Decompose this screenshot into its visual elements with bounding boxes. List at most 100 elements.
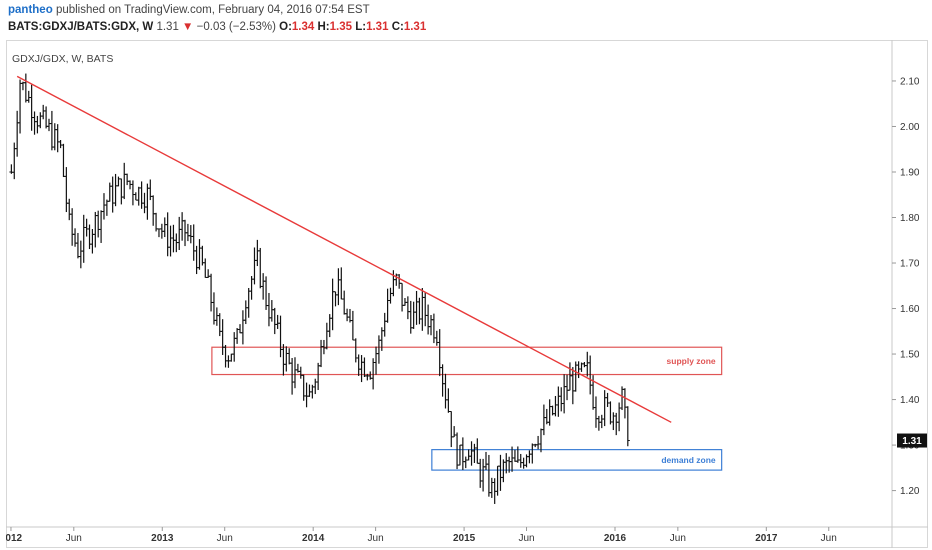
ohlc-bar [402, 298, 407, 306]
ohlc-bar [359, 355, 364, 383]
ohlc-bar [446, 388, 451, 413]
ohlc-bar [455, 432, 460, 470]
ohlc-bar [116, 176, 121, 187]
ohlc-bar [345, 308, 350, 322]
ohlc-bar [255, 239, 260, 267]
ohlc-bar [414, 290, 419, 325]
high-label: H: [317, 21, 330, 33]
y-tick-label: 1.70 [900, 259, 920, 270]
zones: supply zone demand zone [211, 346, 723, 471]
ohlc-bar [55, 124, 60, 153]
ohlc-bar [333, 291, 338, 307]
chart-header: pantheo published on TradingView.com, Fe… [0, 0, 932, 38]
ohlc-bar [281, 344, 286, 376]
ohlc-bar [376, 335, 381, 364]
ohlc-bar [272, 307, 277, 335]
ohlc-bar [527, 450, 532, 464]
ohlc-bar [426, 304, 431, 335]
last-price-tag-label: 1.31 [902, 436, 922, 447]
ohlc-bar [107, 182, 112, 202]
ohlc-bar [313, 378, 318, 395]
ohlc-bar [261, 273, 266, 300]
ohlc-bar [405, 296, 410, 320]
ohlc-bar [12, 142, 17, 180]
ohlc-bar [67, 198, 72, 221]
ohlc-bar [29, 84, 34, 131]
publisher-name[interactable]: pantheo [8, 4, 53, 16]
ohlc-bar [278, 315, 283, 358]
down-arrow-icon: ▼ [182, 21, 194, 33]
y-tick-label: 1.20 [900, 486, 920, 497]
ohlc-bar [15, 110, 20, 157]
ohlc-bar [46, 118, 51, 132]
ohlc-bar [101, 193, 106, 220]
ohlc-bar [330, 278, 335, 331]
x-tick-label: Jun [518, 533, 534, 544]
ohlc-bar [35, 115, 40, 134]
ohlc-bar [307, 384, 312, 397]
ohlc-bar [171, 224, 176, 253]
ohlc-bar [501, 459, 506, 483]
ohlc-bar [197, 239, 202, 270]
ohlc-bar [521, 457, 526, 469]
ohlc-bar [443, 373, 448, 409]
ohlc-bar [388, 287, 393, 304]
ohlc-bar [498, 454, 503, 491]
ohlc-bar [246, 287, 251, 318]
price-chart[interactable]: 2.102.001.901.801.701.601.501.401.301.20… [6, 40, 928, 548]
supply-zone-label: supply zone [667, 356, 716, 366]
ohlc-bar [339, 267, 344, 300]
ohlc-bar [536, 435, 541, 450]
ohlc-bar [194, 245, 199, 275]
ohlc-bar [209, 273, 214, 312]
ohlc-bar [18, 79, 23, 134]
ohlc-bar [400, 282, 405, 312]
open-value: 1.34 [291, 21, 315, 33]
ohlc-bar [23, 73, 28, 103]
ohlc-bar [264, 276, 269, 310]
ohlc-bar [608, 401, 613, 425]
ohlc-bar [374, 346, 379, 375]
price-bars [9, 73, 630, 504]
ohlc-bar [220, 319, 225, 355]
ohlc-bar [133, 192, 138, 201]
chart-frame[interactable]: 2.102.001.901.801.701.601.501.401.301.20… [6, 40, 928, 548]
trendline [16, 75, 672, 423]
ohlc-bar [457, 444, 462, 466]
ohlc-bar [327, 314, 332, 338]
ohlc-bar [26, 90, 31, 103]
ohlc-bar [573, 361, 578, 392]
y-tick-label: 2.00 [900, 122, 920, 133]
ohlc-bar [611, 412, 616, 431]
ohlc-bar [466, 449, 471, 461]
close-label: C: [391, 21, 404, 33]
x-tick-label: 2017 [755, 533, 778, 544]
last-price: 1.31 [156, 21, 179, 33]
close-value: 1.31 [403, 21, 427, 33]
ohlc-bar [122, 162, 127, 200]
annotations [16, 75, 672, 423]
ohlc-bar [484, 451, 489, 470]
ohlc-bar [44, 106, 49, 129]
ohlc-bar [562, 374, 567, 414]
ohlc-bar [110, 176, 115, 213]
x-tick-label: Jun [670, 533, 686, 544]
ohlc-bar [203, 258, 208, 278]
ohlc-bar [156, 228, 161, 238]
ohlc-bar [434, 330, 439, 346]
y-tick-label: 1.90 [900, 167, 920, 178]
ohlc-bar [104, 199, 109, 216]
ohlc-bar [510, 446, 515, 472]
y-tick-label: 1.40 [900, 395, 920, 406]
ohlc-bar [570, 367, 575, 405]
ohlc-bar [489, 477, 494, 498]
ohlc-bar [142, 192, 147, 214]
x-tick-label: 2014 [302, 533, 325, 544]
ohlc-bar [298, 366, 303, 379]
ohlc-bar [180, 212, 185, 241]
ohlc-bar [547, 399, 552, 426]
ohlc-bar [538, 428, 543, 453]
ohlc-bar [356, 354, 361, 376]
ohlc-bar [614, 412, 619, 436]
ohlc-bar [481, 458, 486, 492]
